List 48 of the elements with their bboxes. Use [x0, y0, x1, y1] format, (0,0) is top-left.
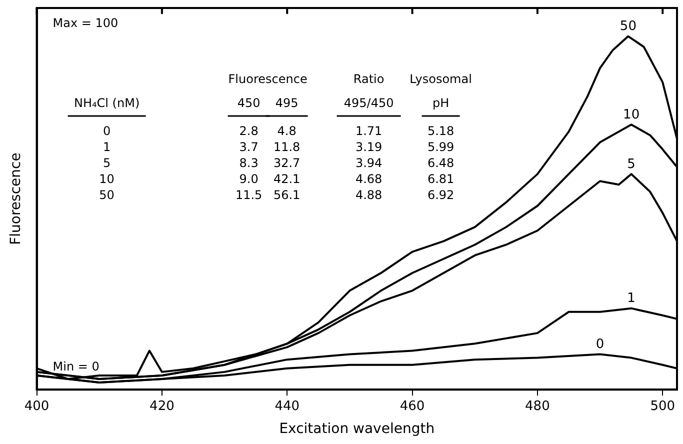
- annotation: 5.18: [427, 124, 454, 138]
- x-tick-label: 420: [150, 398, 174, 414]
- x-tick-label: 500: [650, 398, 676, 414]
- annotation: 3.19: [355, 140, 382, 154]
- series-label: 0: [596, 337, 604, 352]
- annotation: Ratio: [353, 72, 384, 86]
- x-axis-title: Excitation wavelength: [279, 421, 435, 438]
- series-label: 5: [627, 156, 636, 172]
- annotation: 10: [99, 172, 114, 186]
- annotation: 11.8: [273, 140, 300, 154]
- annotation: Min = 0: [52, 360, 100, 374]
- annotation: 5: [102, 156, 111, 170]
- annotation: 0: [102, 124, 111, 138]
- annotation: 50: [99, 188, 114, 202]
- series-label: 50: [620, 19, 636, 34]
- annotation: 42.1: [273, 172, 300, 186]
- annotation: 32.7: [273, 156, 300, 170]
- annotation: 3.7: [239, 140, 258, 154]
- annotation: Fluorescence: [228, 72, 308, 86]
- annotation: 56.1: [273, 188, 300, 202]
- annotation: 450: [237, 96, 260, 110]
- text: Max = 100: [52, 16, 118, 30]
- annotation: 11.5: [235, 188, 262, 202]
- x-tick-label: 440: [274, 398, 300, 414]
- annotation: pH: [432, 96, 450, 110]
- annotation: 2.8: [239, 124, 258, 138]
- annotation: 3.94: [355, 156, 382, 170]
- annotation: 9.0: [239, 172, 258, 186]
- annotation: NH₄Cl (nM): [74, 96, 140, 110]
- series-label: 1: [627, 291, 636, 306]
- x-tick-label: 480: [525, 398, 550, 414]
- x-tick-label: 400: [24, 398, 50, 414]
- annotation: 5.99: [427, 140, 454, 154]
- annotation: 6.92: [427, 188, 454, 202]
- annotation: 6.48: [427, 156, 454, 170]
- annotation: 8.3: [239, 156, 258, 170]
- annotation: 4.8: [277, 124, 296, 138]
- annotation: 4.88: [355, 188, 382, 202]
- annotation: 4.68: [355, 172, 382, 186]
- series-label: 10: [623, 107, 640, 122]
- annotation: 495: [275, 96, 298, 110]
- annotation: 1: [102, 140, 111, 154]
- annotation: 1.71: [355, 124, 382, 138]
- annotation: 495/450: [344, 96, 394, 110]
- annotation: 6.81: [427, 172, 454, 186]
- x-tick-label: 460: [400, 398, 425, 414]
- y-axis-title: Fluorescence: [8, 152, 24, 245]
- annotation: Lysosomal: [410, 72, 472, 86]
